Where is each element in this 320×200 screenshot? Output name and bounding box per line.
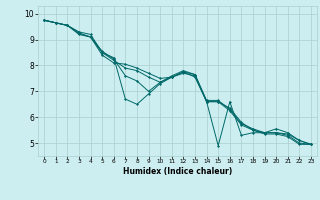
X-axis label: Humidex (Indice chaleur): Humidex (Indice chaleur)	[123, 167, 232, 176]
